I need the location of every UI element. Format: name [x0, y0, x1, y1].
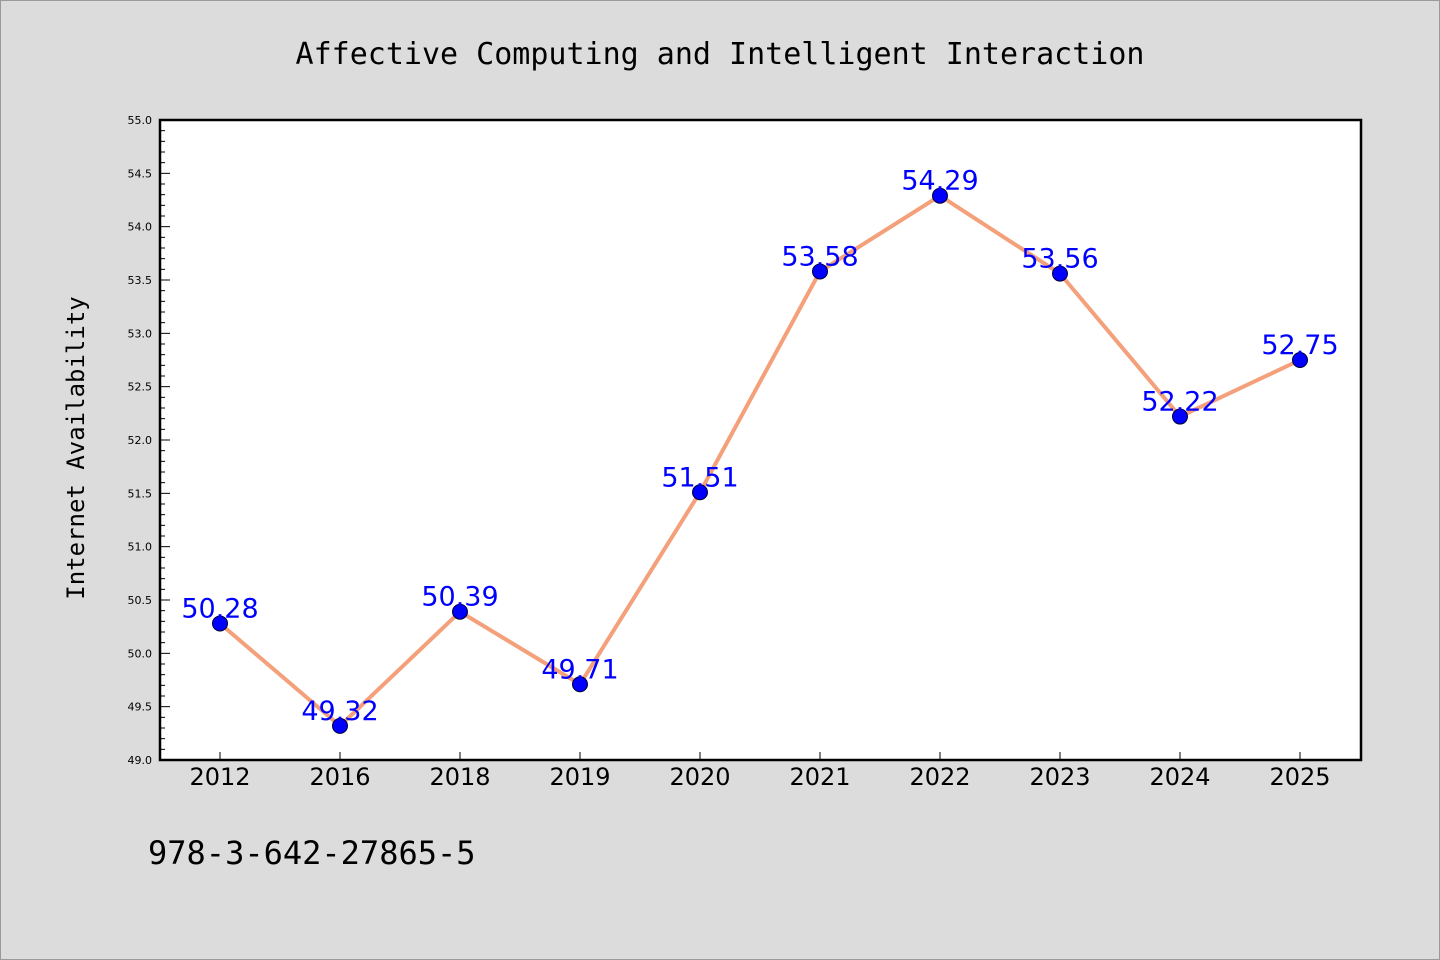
data-label: 51.51	[661, 462, 738, 493]
footnote-isbn: 978-3-642-27865-5	[148, 834, 476, 872]
data-label: 50.28	[181, 593, 258, 624]
plot-area	[160, 120, 1361, 760]
y-tick-label: 50.5	[128, 594, 153, 607]
data-label: 53.56	[1021, 244, 1098, 275]
data-point	[1172, 408, 1188, 425]
y-tick-label: 52.0	[128, 434, 153, 447]
x-axis: 2012 2016 2018 2019 2020 2021 2022 2023 2024 2025	[189, 752, 1331, 791]
data-label: 49.32	[301, 696, 378, 727]
series-line	[218, 193, 1302, 728]
data-point	[692, 484, 708, 501]
data-label: 54.29	[901, 166, 978, 197]
y-tick-label: 50.0	[128, 647, 153, 660]
y-axis-label: Internet Availability	[62, 296, 90, 599]
x-tick-label: 2018	[429, 763, 490, 791]
x-tick-label: 2023	[1029, 763, 1090, 791]
y-tick-label: 53.5	[128, 274, 153, 287]
y-tick-label: 51.5	[128, 487, 153, 500]
data-point	[452, 603, 468, 620]
data-label: 52.75	[1261, 330, 1338, 361]
x-tick-label: 2025	[1269, 763, 1330, 791]
y-tick-label: 55.0	[128, 114, 153, 127]
plot-border	[158, 118, 1363, 762]
chart-title: Affective Computing and Intelligent Inte…	[296, 37, 1145, 72]
data-point	[812, 263, 828, 280]
series-markers	[212, 187, 1308, 734]
y-tick-label: 54.0	[128, 221, 153, 234]
x-tick-label: 2016	[309, 763, 370, 791]
y-tick-label: 49.0	[128, 754, 153, 767]
data-label: 50.39	[421, 582, 498, 613]
x-tick-label: 2020	[669, 763, 730, 791]
data-label: 52.22	[1141, 387, 1218, 418]
data-point	[1292, 352, 1308, 368]
y-tick-label: 54.5	[128, 167, 153, 180]
x-tick-label: 2024	[1149, 763, 1210, 791]
x-tick-label: 2022	[909, 763, 970, 791]
x-tick-label: 2021	[789, 763, 850, 791]
x-tick-label: 2012	[189, 763, 250, 791]
x-tick-label: 2019	[549, 763, 610, 791]
data-point	[1052, 265, 1068, 282]
series-polyline	[218, 193, 1302, 728]
y-tick-label: 49.5	[128, 701, 153, 714]
data-point	[212, 615, 228, 632]
y-tick-label: 51.0	[128, 541, 153, 554]
y-tick-label: 52.5	[128, 381, 153, 394]
data-point	[932, 187, 948, 204]
data-labels: 50.28 49.32 50.39 49.71 51.51 53.58 54.29 53.56…	[181, 166, 1338, 727]
data-point	[572, 676, 588, 693]
data-point	[332, 717, 348, 734]
y-tick-label: 53.0	[128, 327, 153, 340]
data-label: 49.71	[541, 654, 618, 685]
data-label: 53.58	[781, 241, 858, 272]
